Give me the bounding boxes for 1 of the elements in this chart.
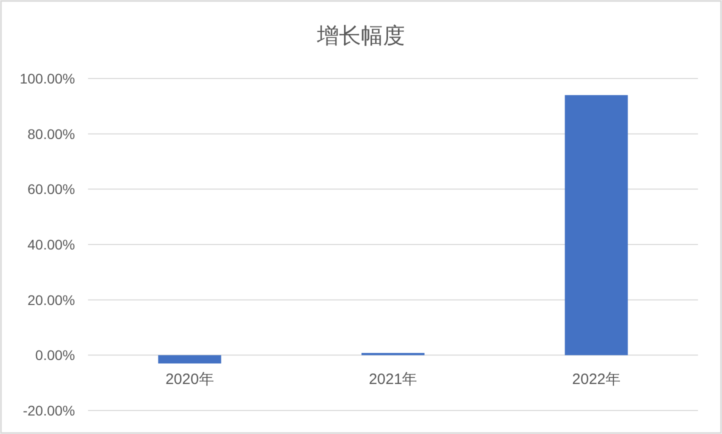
- title: 增长幅度: [317, 23, 405, 48]
